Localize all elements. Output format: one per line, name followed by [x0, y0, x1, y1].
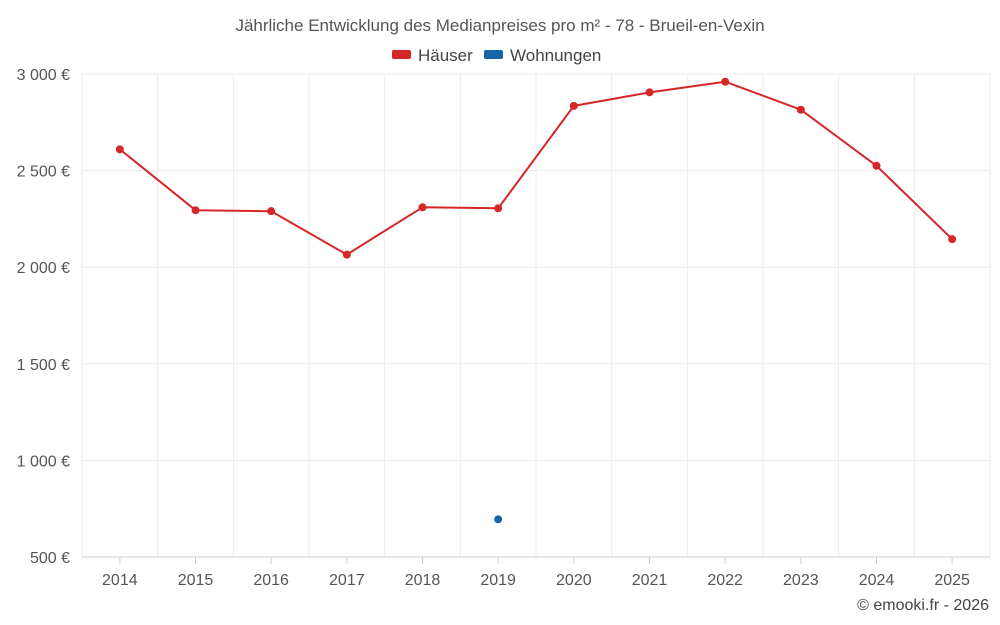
- data-point-haeuser[interactable]: [115, 145, 124, 154]
- data-point-haeuser[interactable]: [645, 88, 654, 97]
- y-tick-label: 1 500 €: [17, 357, 70, 374]
- data-point-haeuser[interactable]: [872, 161, 881, 170]
- chart-title: Jährliche Entwicklung des Medianpreises …: [235, 16, 764, 35]
- y-tick-label: 2 000 €: [17, 260, 70, 277]
- data-point-haeuser[interactable]: [796, 105, 805, 114]
- legend-item-wohnungen[interactable]: Wohnungen: [484, 46, 601, 65]
- legend-item-haeuser[interactable]: Häuser: [392, 46, 473, 65]
- y-tick-label: 2 500 €: [17, 164, 70, 181]
- x-tick-label: 2022: [707, 572, 743, 589]
- series-line-haeuser: [119, 80, 953, 256]
- y-tick-label: 1 000 €: [17, 453, 70, 470]
- legend-swatch-haeuser: [392, 50, 411, 59]
- x-tick-label: 2020: [556, 572, 592, 589]
- data-point-wohnungen[interactable]: [494, 515, 503, 524]
- y-tick-label: 500 €: [30, 550, 70, 567]
- data-point-haeuser[interactable]: [418, 203, 427, 212]
- x-tick-label: 2025: [934, 572, 970, 589]
- grid: [81, 73, 991, 558]
- legend-label-haeuser: Häuser: [418, 46, 473, 65]
- x-tick-label: 2024: [859, 572, 895, 589]
- x-tick-label: 2016: [253, 572, 289, 589]
- data-point-haeuser[interactable]: [569, 101, 578, 110]
- data-point-haeuser[interactable]: [191, 206, 200, 215]
- x-tick-label: 2014: [102, 572, 138, 589]
- x-tick-label: 2017: [329, 572, 365, 589]
- data-point-haeuser[interactable]: [494, 204, 503, 213]
- axes: 500 € 1 000 € 1 500 € 2 000 € 2 500 € 3 000 €…: [17, 67, 990, 589]
- legend: Häuser Wohnungen: [392, 46, 601, 65]
- legend-swatch-wohnungen: [484, 50, 503, 59]
- credit-text: © emooki.fr - 2026: [857, 597, 989, 614]
- x-tick-label: 2018: [405, 572, 441, 589]
- y-tick-label: 3 000 €: [17, 67, 70, 84]
- x-tick-label: 2021: [632, 572, 668, 589]
- x-tick-label: 2019: [480, 572, 516, 589]
- data-point-haeuser[interactable]: [342, 250, 351, 259]
- data-point-haeuser[interactable]: [948, 235, 957, 244]
- legend-label-wohnungen: Wohnungen: [510, 46, 601, 65]
- data-point-haeuser[interactable]: [721, 77, 730, 86]
- x-tick-label: 2023: [783, 572, 819, 589]
- data-point-haeuser[interactable]: [267, 207, 276, 216]
- plot-area: [115, 77, 957, 524]
- x-tick-label: 2015: [178, 572, 214, 589]
